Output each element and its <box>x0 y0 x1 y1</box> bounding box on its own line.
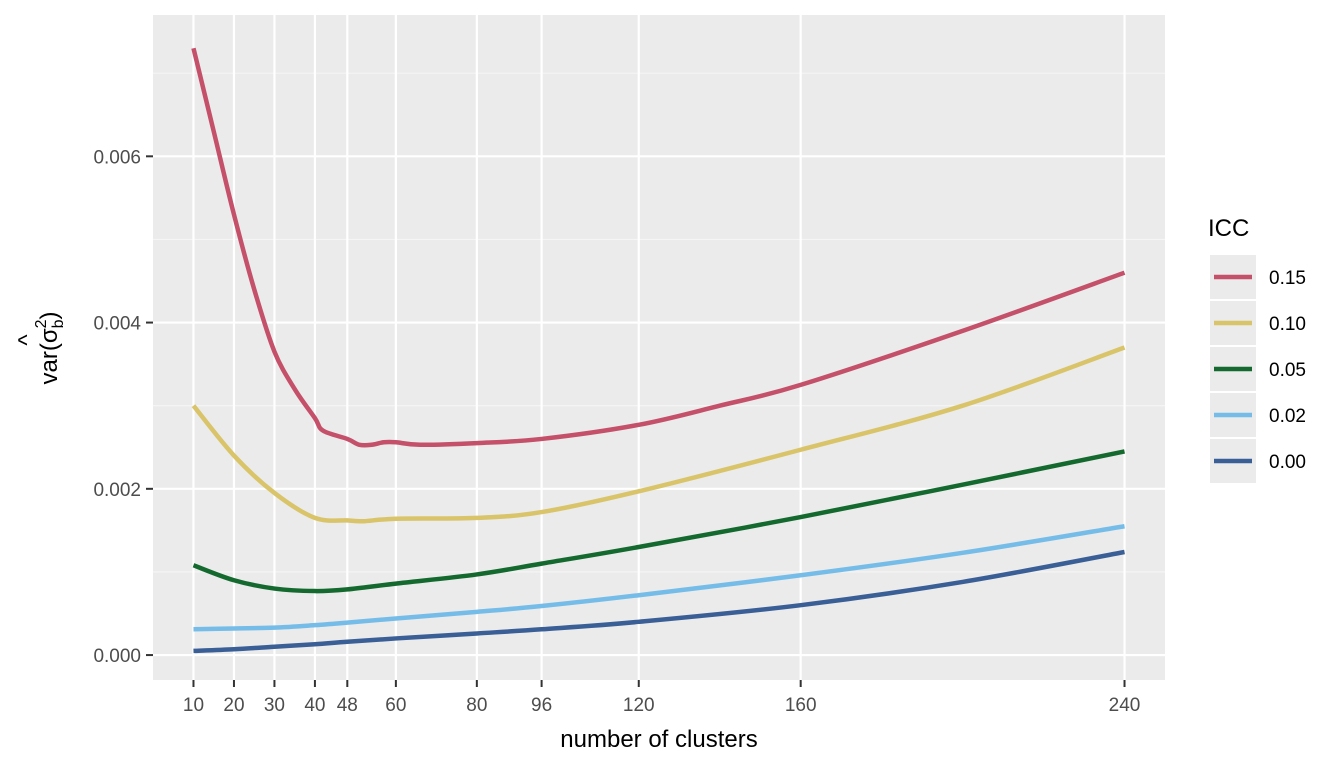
svg-text:var(σb2): var(σb2) <box>33 312 67 385</box>
series-line-0-05 <box>192 449 1125 594</box>
y-axis-title-prefix: var( <box>36 343 63 384</box>
legend-label-0-02: 0.02 <box>1269 406 1306 427</box>
x-tick-label: 48 <box>337 695 358 716</box>
major-gridlines <box>153 15 1165 680</box>
series-line-0-02 <box>193 523 1125 632</box>
y-axis-title: var(σb2) ^ <box>14 312 67 385</box>
plot-panel <box>153 15 1165 680</box>
x-axis: 10 20 30 40 48 60 80 96 120 160 240 <box>183 680 1140 716</box>
y-tick-label: 0.000 <box>93 646 141 667</box>
y-axis-title-subscript: b <box>50 319 67 328</box>
y-axis: 0.000 0.002 0.004 0.006 <box>93 147 153 667</box>
x-tick-label: 160 <box>785 695 817 716</box>
y-axis-title-superscript: 2 <box>33 319 50 328</box>
x-tick-label: 96 <box>531 695 552 716</box>
y-tick-label: 0.002 <box>93 480 141 501</box>
x-axis-title: number of clusters <box>560 726 757 753</box>
series-line-0-15 <box>191 47 1126 448</box>
x-tick-label: 80 <box>466 695 487 716</box>
x-tick-label: 40 <box>304 695 325 716</box>
minor-gridlines <box>153 72 1165 573</box>
y-axis-title-hat: ^ <box>14 334 41 346</box>
legend: ICC 0.15 0.10 0.05 0.02 0.00 <box>1208 215 1306 483</box>
x-tick-label: 20 <box>223 695 244 716</box>
series-line-0-00 <box>193 549 1125 654</box>
x-tick-label: 240 <box>1109 695 1141 716</box>
series-line-0-10 <box>191 345 1126 524</box>
series-lines <box>191 47 1126 654</box>
x-tick-label: 60 <box>385 695 406 716</box>
x-tick-label: 30 <box>264 695 285 716</box>
legend-label-0-00: 0.00 <box>1269 452 1306 473</box>
x-tick-label: 120 <box>623 695 655 716</box>
legend-label-0-10: 0.10 <box>1269 314 1306 335</box>
legend-items: 0.15 0.10 0.05 0.02 0.00 <box>1210 255 1306 483</box>
y-axis-title-symbol: σ <box>36 328 63 343</box>
y-tick-label: 0.004 <box>93 314 141 335</box>
y-tick-label: 0.006 <box>93 147 141 168</box>
y-axis-title-suffix: ) <box>36 312 63 320</box>
legend-label-0-15: 0.15 <box>1269 268 1306 289</box>
legend-title: ICC <box>1208 215 1249 242</box>
x-tick-label: 10 <box>183 695 204 716</box>
legend-label-0-05: 0.05 <box>1269 360 1306 381</box>
